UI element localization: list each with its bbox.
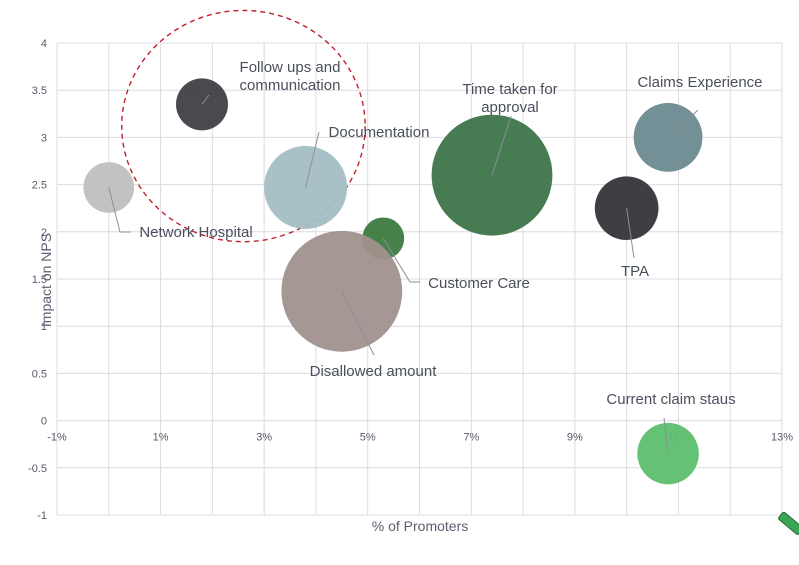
label-leader-line [663, 417, 669, 454]
label-leader-line [382, 238, 420, 283]
y-tick-label: 4 [41, 38, 47, 50]
x-tick-label: 13% [771, 432, 793, 444]
y-axis-ticks: 4 3.5 3 2.5 2 1.5 1 0.5 0 -0.5 -1 [28, 38, 47, 522]
y-tick-label: -0.5 [28, 463, 47, 475]
highlight-layer [121, 9, 366, 243]
label-leader-line [626, 208, 635, 259]
bubble-label: Disallowed amount [310, 363, 438, 380]
resize-handle-icon[interactable] [778, 511, 799, 536]
bubble-label: Time taken for approval [462, 81, 557, 116]
x-tick-label: 9% [567, 432, 583, 444]
bubble-label-line: Documentation [329, 124, 430, 141]
x-tick-label: 3% [256, 432, 272, 444]
label-leader-line [491, 115, 512, 176]
y-tick-label: 1 [41, 321, 47, 333]
x-tick-label: 7% [463, 432, 479, 444]
label-layer: Follow ups and communication Documentation… [108, 59, 763, 454]
bubble-label-line: Network Hospital [139, 224, 252, 241]
highlight-circle [121, 9, 366, 243]
bubble-label-line: TPA [621, 263, 649, 280]
bubble-label-line: Follow ups and [240, 59, 341, 76]
label-leader-line [108, 187, 131, 233]
y-axis-title: Impact on NPS [38, 233, 54, 327]
bubble-label-line: Time taken for [462, 81, 557, 98]
bubble-label: Documentation [329, 124, 430, 141]
bubble-label: Follow ups and communication [240, 59, 341, 94]
bubble-label: TPA [621, 263, 649, 280]
bubble-label: Network Hospital [139, 224, 252, 241]
bubble[interactable] [594, 176, 659, 241]
y-tick-label: 0.5 [32, 368, 47, 380]
y-tick-label: 2 [41, 227, 47, 239]
bubble-label-line: Disallowed amount [310, 363, 438, 380]
bubble-label-line: approval [481, 99, 539, 116]
bubble-label-line: communication [240, 77, 341, 94]
label-leader-line [341, 291, 375, 356]
y-tick-label: 2.5 [32, 180, 47, 192]
y-tick-label: 1.5 [32, 274, 47, 286]
x-tick-label: 5% [360, 432, 376, 444]
bubble-label: Current claim staus [606, 391, 735, 408]
y-tick-label: 0 [41, 416, 47, 428]
grid-layer [56, 42, 783, 516]
bubble-label-line: Claims Experience [637, 74, 762, 91]
x-tick-label: 1% [153, 432, 169, 444]
label-leader-line [201, 94, 210, 105]
bubble-label-line: Current claim staus [606, 391, 735, 408]
label-leader-line [667, 109, 699, 138]
x-tick-label: -1% [47, 432, 67, 444]
bubble-label: Customer Care [428, 275, 530, 292]
label-leader-line [305, 131, 320, 188]
y-tick-label: 3 [41, 132, 47, 144]
bubble-label: Claims Experience [637, 74, 762, 91]
bubble-label-line: Customer Care [428, 275, 530, 292]
bubble[interactable] [264, 145, 348, 229]
x-axis-title: % of Promoters [372, 518, 468, 534]
y-tick-label: -1 [37, 510, 47, 522]
y-tick-label: 3.5 [32, 85, 47, 97]
